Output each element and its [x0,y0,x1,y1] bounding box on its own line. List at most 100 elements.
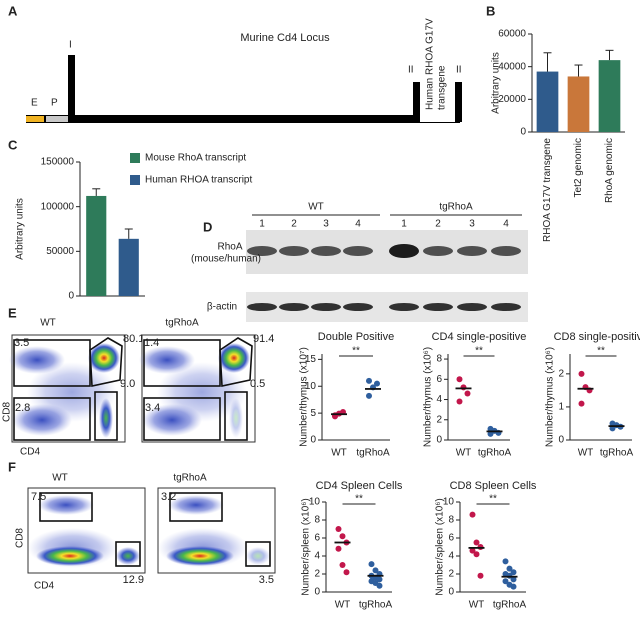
x-tick-label: tgRhoA [478,448,512,459]
band [279,303,309,311]
point [368,561,375,568]
lane-label: 1 [259,219,265,230]
exon [68,55,75,121]
legend-swatch [130,175,140,185]
cloud [246,547,270,565]
cloud [168,495,224,515]
y-tick-label: 8 [436,354,442,365]
cloud [229,398,243,438]
diagram-title: Murine Cd4 Locus [240,32,330,44]
x-tick-label: WT [578,448,594,459]
y-tick-label: 60000 [498,29,526,40]
point [339,533,346,540]
x-tick-label: WT [456,448,472,459]
exon-label: II [456,65,462,76]
y-tick-label: 0 [68,291,74,302]
lane-label: 2 [435,219,441,230]
x-tick-label: WT [335,600,351,611]
y-tick-label: 50000 [46,246,74,257]
y-tick-label: 10 [443,497,455,508]
y-tick-label: 20000 [498,94,526,105]
flow-title: tgRhoA [173,473,207,484]
flow-title: WT [52,473,68,484]
y-tick-label: 1 [558,402,564,413]
lane-label: 4 [355,219,361,230]
gate [219,337,253,387]
panel-label: B [486,3,495,18]
cloud [218,343,250,373]
point [460,384,467,391]
y-axis-label: Number/spleen (x10⁶) [301,498,312,596]
x-tick-label: WT [469,600,485,611]
chart-title: CD8 Spleen Cells [450,480,537,492]
band [457,246,487,256]
point [473,539,480,546]
y-tick-label: 0 [520,127,526,138]
y-tick-label: 100000 [41,201,75,212]
band [311,303,341,311]
y-tick-label: 8 [314,515,320,526]
significance: ** [475,346,483,357]
enhancer [26,116,44,122]
y-tick-label: 6 [448,533,454,544]
y-tick-label: 4 [448,551,454,562]
panel-label: F [8,459,16,474]
point [510,576,517,583]
band [457,303,487,311]
transgene-box [420,115,455,122]
band [247,246,277,256]
y-axis-label: Number/thymus (x10⁶) [423,347,434,447]
y-tick-label: 40000 [498,61,526,72]
point [366,392,372,399]
significance: ** [352,346,360,357]
x-tick-label: tgRhoA [600,448,634,459]
gate [245,541,271,567]
point [487,430,494,437]
point [506,565,513,572]
lane-label: 4 [503,219,509,230]
y-tick-label: 6 [436,374,442,385]
y-tick-label: 2 [436,414,442,425]
gate-value: 9.0 [120,378,135,390]
y-tick-label: 10 [309,497,321,508]
gate [224,391,248,441]
cloud [116,547,140,565]
point [464,390,471,397]
x-tick-label: WT [331,448,347,459]
gate-value: 3.5 [259,574,274,586]
y-tick-label: 4 [436,394,442,405]
y-tick-label: 10 [305,381,317,392]
band [491,246,521,256]
point [456,376,463,383]
point [366,377,372,384]
cloud [88,343,120,373]
chart-title: Double Positive [318,331,394,343]
point [339,562,346,568]
flow-axis-label: CD4 [20,447,40,458]
exon [455,82,462,122]
x-tick-label: tgRhoA [356,448,390,459]
point [578,370,585,377]
gate-value: 2.8 [15,402,30,414]
y-tick-label: 0 [436,435,442,446]
bar [118,238,139,296]
flow-f: WT tgRhoA CD8 CD4 [15,473,207,592]
band [311,246,341,256]
point [477,572,484,579]
bar [567,76,590,132]
y-tick-label: 150000 [41,157,75,168]
band [389,244,419,258]
y-tick-label: 0 [558,435,564,446]
legend-swatch [130,153,140,163]
gate-value: 1.4 [144,337,159,349]
gate [13,397,91,441]
point [376,576,383,583]
cloud [36,546,104,566]
band [343,303,373,311]
group-label: WT [308,202,324,213]
locus-diagram: Murine Cd4 Locus E P I II II Human RHOA … [26,18,462,123]
y-axis-label: Arbitrary units [491,52,502,114]
x-tick-label: Tet2 genomic [573,138,584,197]
element-label: P [51,98,58,109]
point [335,526,342,532]
